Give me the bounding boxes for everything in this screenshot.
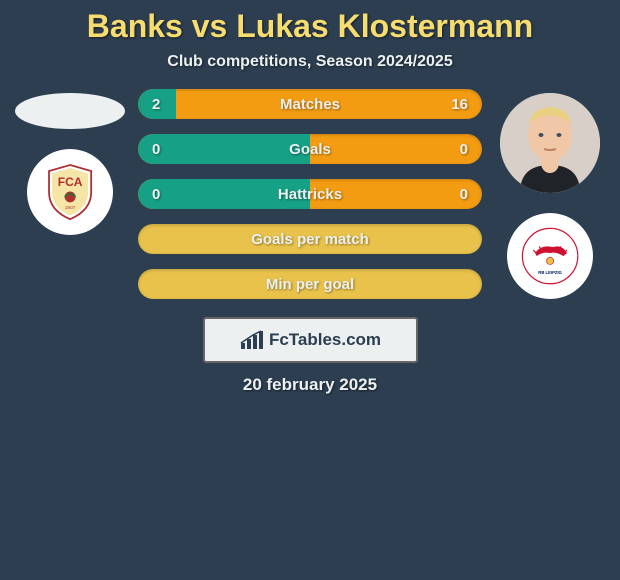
stat-row: Goals per match [138,224,482,254]
brand-text: FcTables.com [269,330,381,350]
stat-value-right: 16 [432,96,482,113]
brand-box: FcTables.com [203,317,418,363]
stat-value-left: 0 [138,141,188,158]
player-headshot-icon [500,93,600,193]
svg-text:1907: 1907 [65,205,76,211]
stat-label: Goals per match [188,231,432,248]
bar-chart-icon [239,329,265,351]
stat-value-left: 0 [138,186,188,203]
stat-value-right: 0 [432,186,482,203]
player2-club-logo: RB LEIPZIG [507,213,593,299]
comparison-infographic: Banks vs Lukas Klostermann Club competit… [0,0,620,395]
stat-value-right: 0 [432,141,482,158]
stats-bars: 2Matches160Goals00Hattricks0Goals per ma… [130,89,490,299]
player2-column: RB LEIPZIG [490,89,610,299]
stat-label: Goals [188,141,432,158]
stat-value-left: 2 [138,96,188,113]
fca-augsburg-icon: FCA 1907 [40,162,100,222]
svg-text:RB LEIPZIG: RB LEIPZIG [538,270,562,275]
page-title: Banks vs Lukas Klostermann [0,8,620,45]
subtitle: Club competitions, Season 2024/2025 [0,53,620,71]
rb-leipzig-icon: RB LEIPZIG [520,226,580,286]
svg-text:FCA: FCA [58,175,83,189]
compare-area: FCA 1907 2Matches160Goals00Hattricks0Goa… [0,89,620,299]
player2-avatar [500,93,600,193]
player1-avatar-placeholder [15,93,125,129]
stat-label: Matches [188,96,432,113]
stat-row: 0Goals0 [138,134,482,164]
player1-column: FCA 1907 [10,89,130,235]
stat-row: 0Hattricks0 [138,179,482,209]
player1-club-logo: FCA 1907 [27,149,113,235]
stat-row: Min per goal [138,269,482,299]
stat-label: Hattricks [188,186,432,203]
date-text: 20 february 2025 [0,375,620,395]
stat-label: Min per goal [188,276,432,293]
stat-row: 2Matches16 [138,89,482,119]
